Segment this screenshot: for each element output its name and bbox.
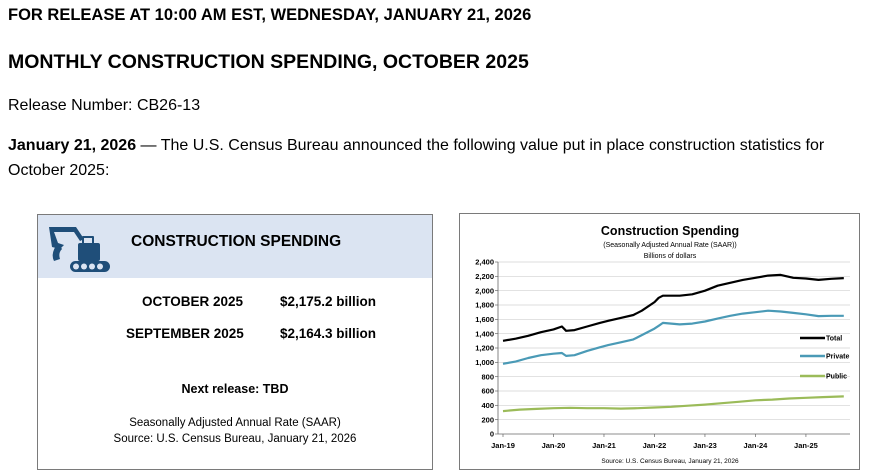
y-tick-label: 2,200 <box>475 272 494 281</box>
release-number: Release Number: CB26-13 <box>8 97 201 114</box>
y-tick-label: 0 <box>490 430 494 439</box>
x-tick-label: Jan-25 <box>794 441 818 450</box>
legend-label-total: Total <box>826 336 842 343</box>
current-month-label: OCTOBER 2025 <box>142 294 244 309</box>
chart-canvas: Construction Spending (Seasonally Adjust… <box>475 224 850 465</box>
chart-subtitle: (Seasonally Adjusted Annual Rate (SAAR)) <box>603 242 736 249</box>
series-line-public <box>502 395 844 413</box>
saar-footnote: Seasonally Adjusted Annual Rate (SAAR) <box>129 417 341 429</box>
x-tick-label: Jan-21 <box>592 441 616 450</box>
construction-spending-chart: Construction Spending (Seasonally Adjust… <box>459 213 860 470</box>
release-line: FOR RELEASE AT 10:00 AM EST, WEDNESDAY, … <box>8 6 532 24</box>
y-tick-label: 800 <box>481 372 494 381</box>
legend-label-public: Public <box>826 374 847 381</box>
y-tick-label: 2,400 <box>475 258 494 267</box>
y-tick-label: 200 <box>481 415 494 424</box>
summary-card-title: CONSTRUCTION SPENDING <box>131 233 342 250</box>
next-release: Next release: TBD <box>181 382 289 396</box>
y-tick-label: 1,000 <box>475 358 494 367</box>
legend-label-private: Private <box>826 354 849 361</box>
x-tick-label: Jan-24 <box>744 441 769 450</box>
y-tick-label: 1,600 <box>475 315 494 324</box>
y-tick-label: 1,800 <box>475 301 494 310</box>
source-footnote: Source: U.S. Census Bureau, January 21, … <box>113 433 357 445</box>
y-tick-label: 1,200 <box>475 344 494 353</box>
chart-title: Construction Spending <box>601 224 739 238</box>
series-line-total <box>502 273 844 342</box>
announcement: January 21, 2026 — The U.S. Census Burea… <box>8 133 858 183</box>
x-tick-label: Jan-19 <box>491 441 515 450</box>
excavator-icon <box>49 227 110 272</box>
previous-month-value: $2,164.3 billion <box>280 326 377 341</box>
previous-month-label: SEPTEMBER 2025 <box>126 326 244 341</box>
page-title: MONTHLY CONSTRUCTION SPENDING, OCTOBER 2… <box>8 51 529 73</box>
announcement-date: January 21, 2026 <box>8 137 137 154</box>
x-tick-label: Jan-22 <box>643 441 667 450</box>
current-month-value: $2,175.2 billion <box>280 294 377 309</box>
summary-card: CONSTRUCTION SPENDING OCTOBER 2025 $2,17… <box>37 214 433 470</box>
chart-axes: 0 200 400 600 800 1,000 1,200 1,400 1,600 1,800 2,… <box>475 258 850 450</box>
y-tick-label: 400 <box>481 401 494 410</box>
chart-ylabel: Billions of dollars <box>644 253 697 260</box>
y-tick-label: 1,400 <box>475 329 494 338</box>
y-tick-label: 600 <box>481 387 494 396</box>
y-tick-label: 2,000 <box>475 286 494 295</box>
chart-gridlines <box>498 261 850 421</box>
summary-card-header: CONSTRUCTION SPENDING <box>38 215 432 278</box>
x-tick-label: Jan-23 <box>693 441 717 450</box>
x-tick-label: Jan-20 <box>542 441 566 450</box>
chart-legend: Total Private Public <box>800 336 849 381</box>
announcement-text: — The U.S. Census Bureau announced the f… <box>8 137 825 179</box>
chart-series <box>502 273 844 413</box>
series-line-private <box>502 309 844 365</box>
chart-source: Source: U.S. Census Bureau, January 21, … <box>601 458 739 465</box>
